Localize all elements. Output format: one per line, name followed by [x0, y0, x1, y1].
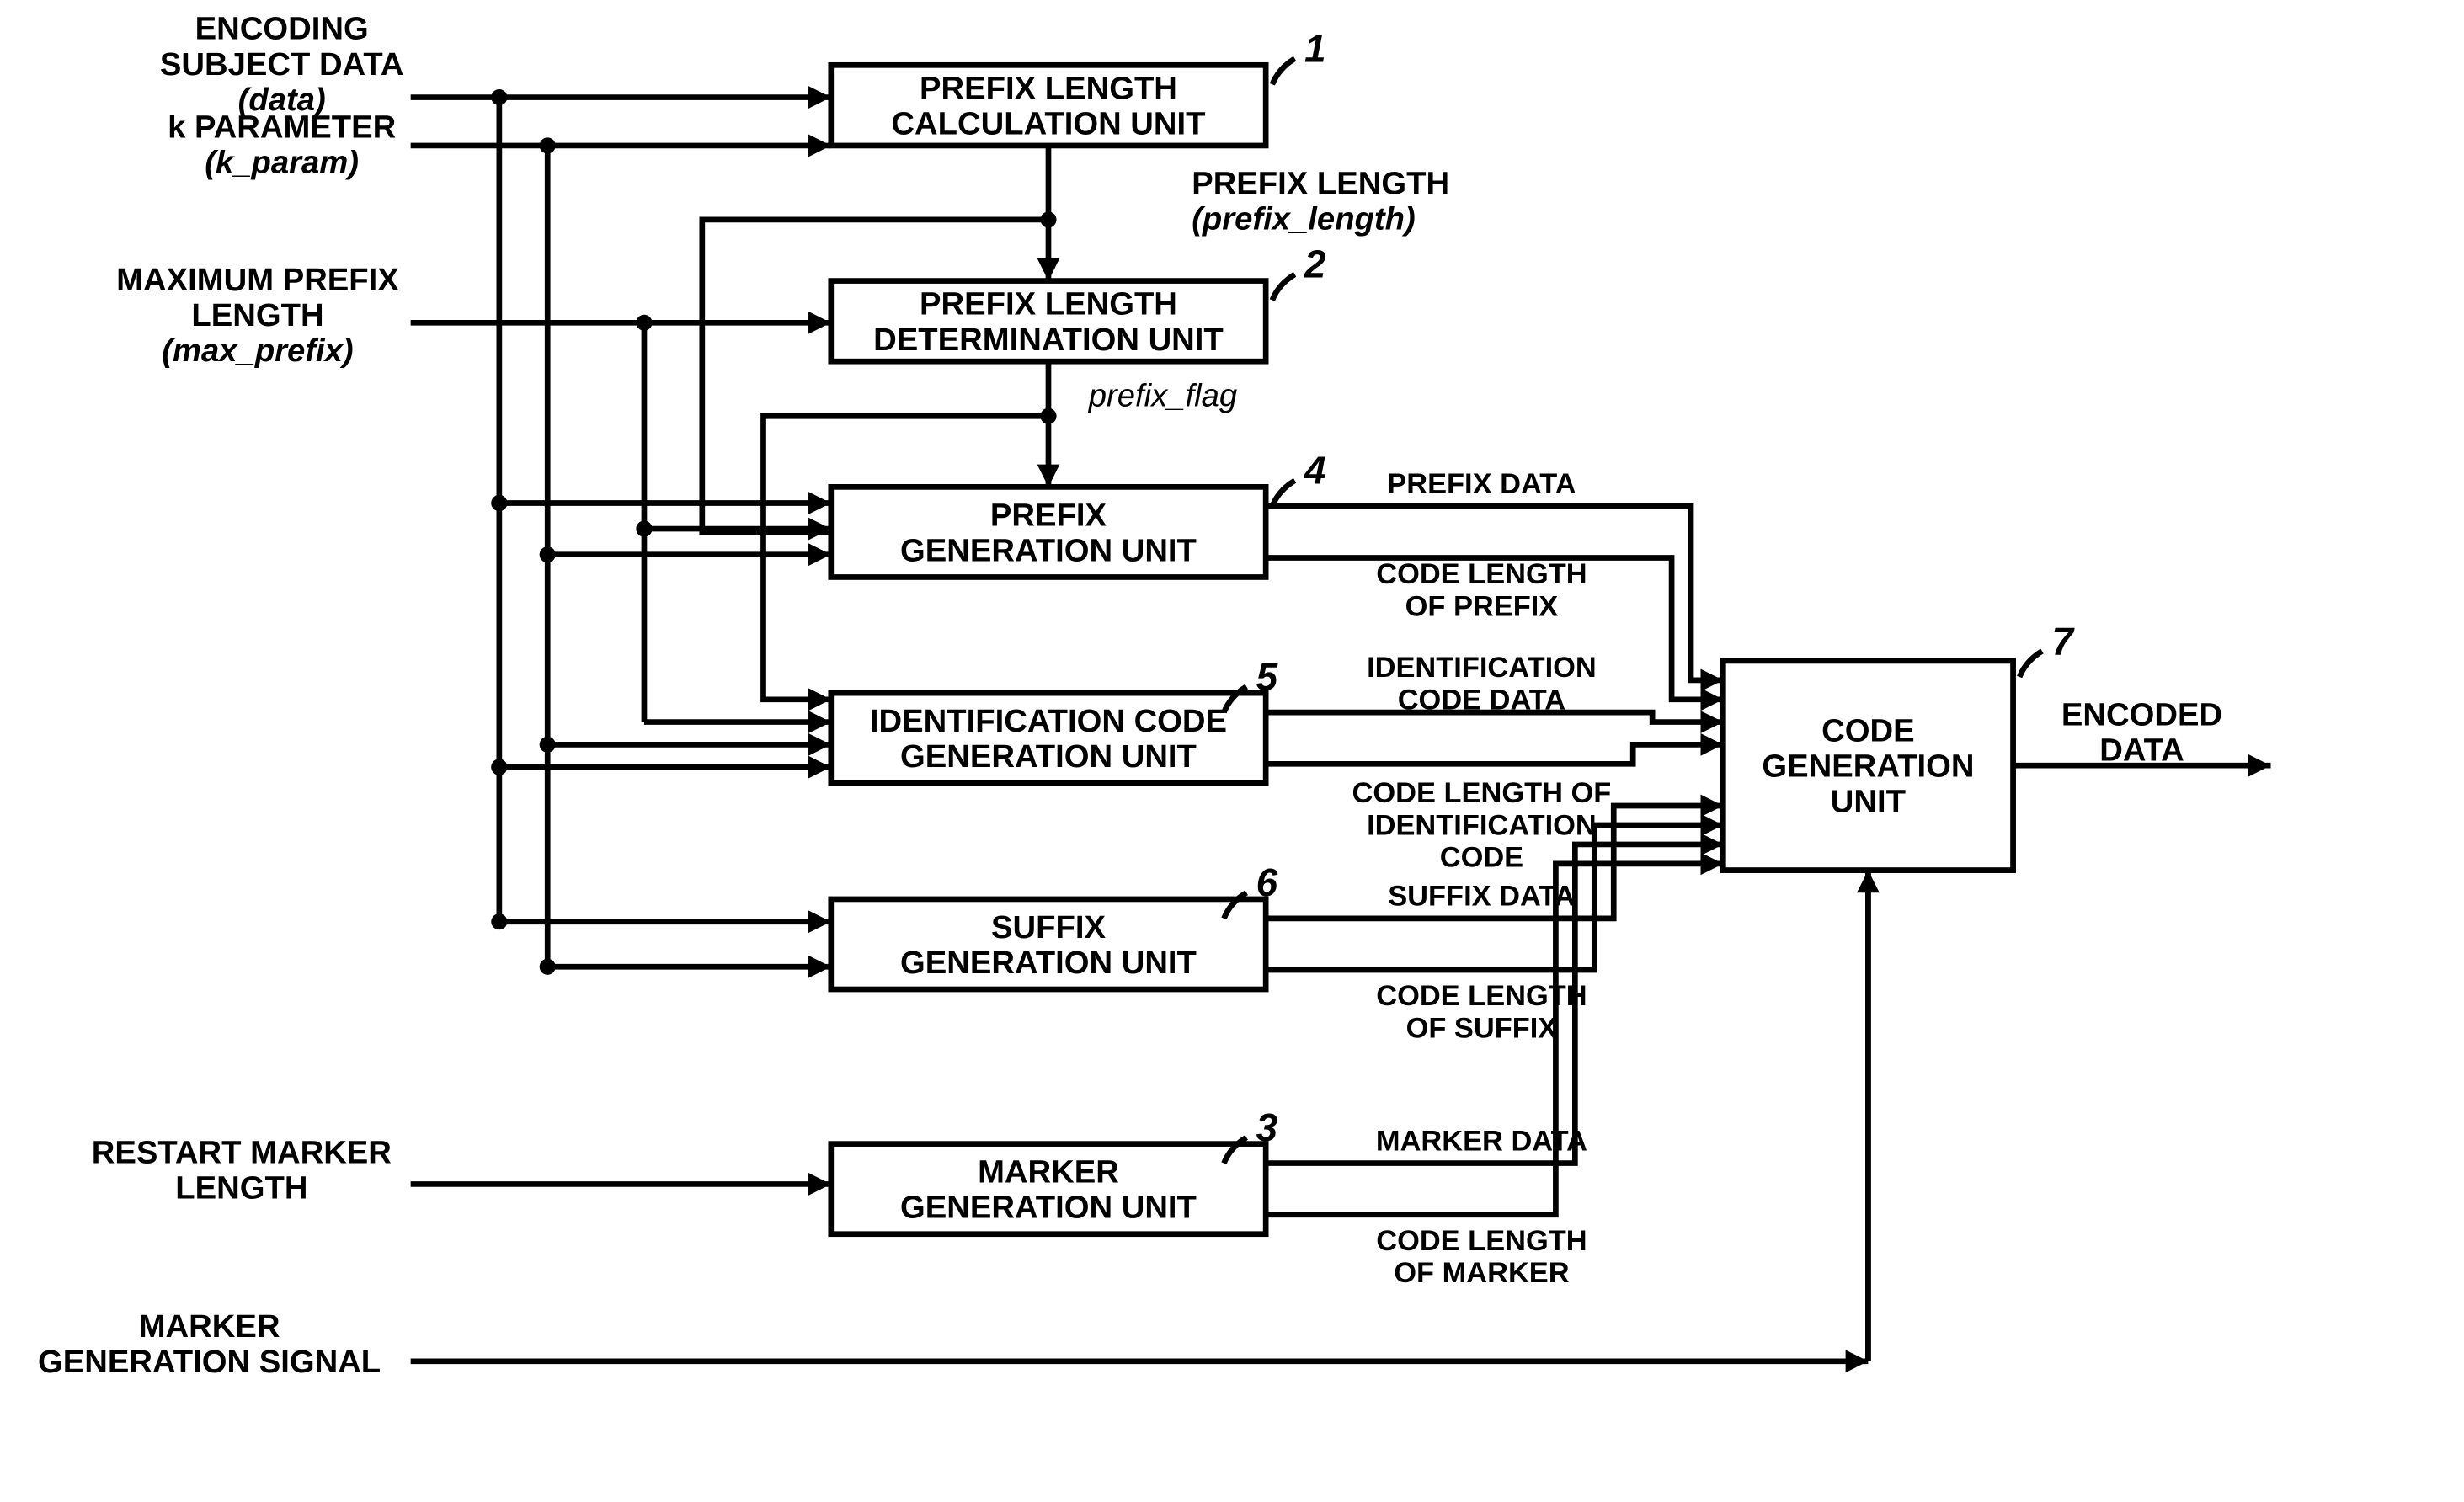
- block-b5-label: IDENTIFICATION CODE: [870, 703, 1227, 739]
- block-b3-label: GENERATION UNIT: [900, 1190, 1197, 1226]
- wire-label-prefix_len: CODE LENGTH: [1376, 558, 1587, 590]
- output-label: DATA: [2099, 732, 2184, 768]
- svg-text:UNIT: UNIT: [1831, 784, 1906, 820]
- wire-label-id_len: CODE LENGTH OF: [1352, 777, 1612, 809]
- wire-label-id_data: IDENTIFICATION: [1367, 652, 1597, 684]
- block-b6-label: SUFFIX: [991, 909, 1106, 945]
- wire-label-suffix_data: SUFFIX DATA: [1388, 881, 1575, 913]
- block-b4-label: PREFIX: [990, 497, 1107, 533]
- svg-text:CODE: CODE: [1821, 713, 1914, 749]
- label-prefix-length: PREFIX LENGTH: [1192, 165, 1449, 201]
- input-label-restart: RESTART MARKER: [92, 1135, 392, 1171]
- input-label-max_prefix: LENGTH: [191, 297, 323, 333]
- block-b4-label: GENERATION UNIT: [900, 532, 1197, 568]
- wire-label-marker_data: MARKER DATA: [1376, 1125, 1587, 1157]
- input-label-marker_gen: GENERATION SIGNAL: [38, 1344, 381, 1380]
- wire-label-id_len: IDENTIFICATION: [1367, 809, 1597, 841]
- ref-b2: 2: [1304, 242, 1326, 286]
- input-label-data: SUBJECT DATA: [160, 46, 404, 83]
- wire-label-suffix_len: CODE LENGTH: [1376, 980, 1587, 1012]
- svg-text:GENERATION: GENERATION: [1762, 748, 1974, 785]
- block-b3-label: MARKER: [978, 1154, 1119, 1190]
- wire-label-id_data: CODE DATA: [1398, 684, 1565, 716]
- block-b2-label: PREFIX LENGTH: [920, 286, 1177, 322]
- ref-b5: 5: [1256, 654, 1279, 698]
- block-b5-label: GENERATION UNIT: [900, 738, 1197, 775]
- ref-b3: 3: [1256, 1105, 1278, 1149]
- wire-label-id_len: CODE: [1440, 842, 1523, 874]
- ref-b1: 1: [1304, 26, 1326, 70]
- block-b1-label: CALCULATION UNIT: [891, 106, 1205, 142]
- wire-label-marker_len: CODE LENGTH: [1376, 1225, 1587, 1257]
- wire-label-prefix_len: OF PREFIX: [1405, 590, 1559, 622]
- input-sublabel-k_param: (k_param): [205, 144, 359, 180]
- input-label-max_prefix: MAXIMUM PREFIX: [116, 262, 399, 298]
- wire-label-marker_len: OF MARKER: [1394, 1257, 1569, 1289]
- label-prefix-length-var: (prefix_length): [1192, 200, 1416, 237]
- input-sublabel-max_prefix: (max_prefix): [162, 333, 353, 369]
- wire-label-prefix_data: PREFIX DATA: [1387, 468, 1576, 500]
- block-b2-label: DETERMINATION UNIT: [873, 322, 1224, 358]
- block-b6-label: GENERATION UNIT: [900, 945, 1197, 981]
- ref-b6: 6: [1256, 860, 1278, 904]
- input-label-restart: LENGTH: [175, 1170, 307, 1206]
- input-label-k_param: k PARAMETER: [168, 109, 396, 145]
- input-label-marker_gen: MARKER: [139, 1308, 280, 1345]
- label-prefix-flag: prefix_flag: [1088, 378, 1237, 414]
- output-label: ENCODED: [2061, 696, 2222, 732]
- wire-label-suffix_len: OF SUFFIX: [1406, 1012, 1558, 1044]
- input-label-data: ENCODING: [195, 11, 369, 47]
- ref-b4: 4: [1304, 449, 1326, 493]
- block-b1-label: PREFIX LENGTH: [920, 70, 1177, 106]
- ref-b7: 7: [2051, 619, 2075, 663]
